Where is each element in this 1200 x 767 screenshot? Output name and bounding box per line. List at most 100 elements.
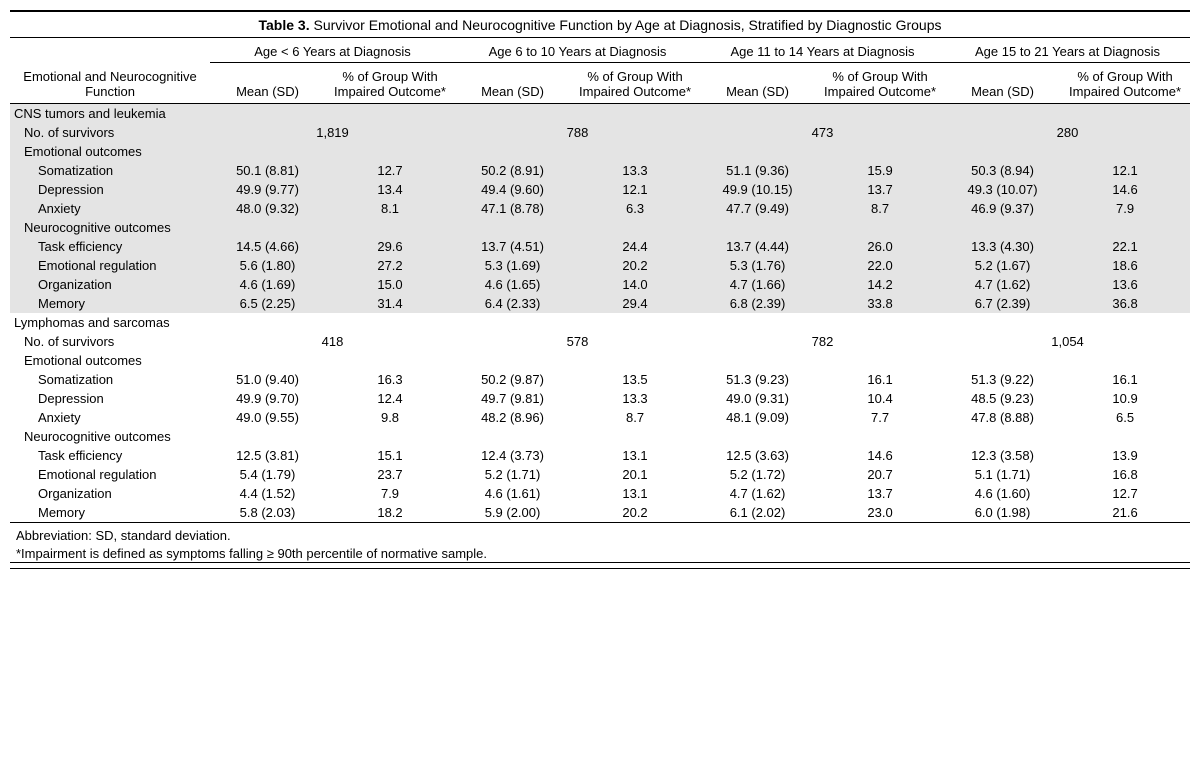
pct-cell: 16.8 [1060,465,1190,484]
pct-cell: 26.0 [815,237,945,256]
pct-cell: 14.6 [1060,180,1190,199]
data-table: Age < 6 Years at Diagnosis Age 6 to 10 Y… [10,37,1190,522]
row-label: Task efficiency [10,237,210,256]
pct-cell: 10.9 [1060,389,1190,408]
mean-cell: 4.6 (1.61) [455,484,570,503]
pct-cell: 14.0 [570,275,700,294]
mean-cell: 48.5 (9.23) [945,389,1060,408]
mean-cell: 50.3 (8.94) [945,161,1060,180]
pct-cell: 13.7 [815,484,945,503]
mean-cell: 4.6 (1.60) [945,484,1060,503]
table-row: Anxiety49.0 (9.55)9.848.2 (8.96)8.748.1 … [10,408,1190,427]
mean-cell: 51.3 (9.22) [945,370,1060,389]
pct-header-1: % of Group With Impaired Outcome* [570,63,700,104]
pct-cell: 6.5 [1060,408,1190,427]
table-row: Somatization50.1 (8.81)12.750.2 (8.91)13… [10,161,1190,180]
mean-cell: 51.3 (9.23) [700,370,815,389]
mean-cell: 5.4 (1.79) [210,465,325,484]
footnotes: Abbreviation: SD, standard deviation. *I… [10,522,1190,562]
pct-header-2: % of Group With Impaired Outcome* [815,63,945,104]
mean-cell: 49.7 (9.81) [455,389,570,408]
row-label: Memory [10,503,210,522]
survivors-value: 1,819 [210,123,455,142]
mean-cell: 13.7 (4.44) [700,237,815,256]
pct-cell: 12.7 [1060,484,1190,503]
table-row: Anxiety48.0 (9.32)8.147.1 (8.78)6.347.7 … [10,199,1190,218]
mean-cell: 49.9 (10.15) [700,180,815,199]
survivors-value: 578 [455,332,700,351]
mean-cell: 48.1 (9.09) [700,408,815,427]
section-name: Neurocognitive outcomes [10,427,1190,446]
mean-cell: 5.3 (1.76) [700,256,815,275]
mean-cell: 50.2 (8.91) [455,161,570,180]
mean-cell: 46.9 (9.37) [945,199,1060,218]
row-label: Emotional regulation [10,465,210,484]
mean-cell: 49.0 (9.31) [700,389,815,408]
mean-cell: 12.5 (3.81) [210,446,325,465]
row-label: Memory [10,294,210,313]
pct-cell: 13.1 [570,484,700,503]
age-header-1: Age 6 to 10 Years at Diagnosis [455,38,700,63]
mean-cell: 4.6 (1.69) [210,275,325,294]
mean-cell: 5.2 (1.67) [945,256,1060,275]
row-label: Organization [10,484,210,503]
pct-cell: 7.9 [325,484,455,503]
survivors-label: No. of survivors [10,123,210,142]
table-head: Age < 6 Years at Diagnosis Age 6 to 10 Y… [10,38,1190,104]
table-row: Task efficiency12.5 (3.81)15.112.4 (3.73… [10,446,1190,465]
mean-cell: 13.7 (4.51) [455,237,570,256]
pct-cell: 13.5 [570,370,700,389]
table-row: Emotional regulation5.6 (1.80)27.25.3 (1… [10,256,1190,275]
row-label: Task efficiency [10,446,210,465]
mean-header-1: Mean (SD) [455,63,570,104]
pct-cell: 15.1 [325,446,455,465]
mean-cell: 5.2 (1.71) [455,465,570,484]
mean-cell: 5.1 (1.71) [945,465,1060,484]
mean-cell: 4.7 (1.66) [700,275,815,294]
mean-cell: 12.5 (3.63) [700,446,815,465]
pct-cell: 16.3 [325,370,455,389]
mean-cell: 6.5 (2.25) [210,294,325,313]
group-row: CNS tumors and leukemia [10,104,1190,124]
pct-cell: 20.1 [570,465,700,484]
pct-cell: 36.8 [1060,294,1190,313]
group-name: CNS tumors and leukemia [10,104,1190,124]
table-body: CNS tumors and leukemiaNo. of survivors1… [10,104,1190,523]
mean-cell: 4.7 (1.62) [700,484,815,503]
mean-cell: 47.1 (8.78) [455,199,570,218]
pct-cell: 20.2 [570,503,700,522]
table-row: Depression49.9 (9.77)13.449.4 (9.60)12.1… [10,180,1190,199]
pct-cell: 18.2 [325,503,455,522]
mean-cell: 49.9 (9.77) [210,180,325,199]
mean-cell: 49.3 (10.07) [945,180,1060,199]
row-label: Depression [10,389,210,408]
pct-cell: 21.6 [1060,503,1190,522]
pct-cell: 16.1 [1060,370,1190,389]
row-label: Depression [10,180,210,199]
pct-cell: 13.3 [570,161,700,180]
row-label: Anxiety [10,408,210,427]
survivors-row: No. of survivors1,819788473280 [10,123,1190,142]
mean-cell: 48.2 (8.96) [455,408,570,427]
section-row: Emotional outcomes [10,351,1190,370]
pct-cell: 22.0 [815,256,945,275]
pct-cell: 13.9 [1060,446,1190,465]
pct-cell: 13.6 [1060,275,1190,294]
mean-cell: 48.0 (9.32) [210,199,325,218]
mean-cell: 6.4 (2.33) [455,294,570,313]
header-row-age: Age < 6 Years at Diagnosis Age 6 to 10 Y… [10,38,1190,63]
mean-cell: 5.8 (2.03) [210,503,325,522]
mean-header-3: Mean (SD) [945,63,1060,104]
table-row: Organization4.6 (1.69)15.04.6 (1.65)14.0… [10,275,1190,294]
survivors-value: 788 [455,123,700,142]
mean-cell: 50.2 (9.87) [455,370,570,389]
mean-cell: 49.4 (9.60) [455,180,570,199]
pct-cell: 15.9 [815,161,945,180]
pct-cell: 22.1 [1060,237,1190,256]
pct-cell: 23.0 [815,503,945,522]
pct-cell: 7.7 [815,408,945,427]
table-title: Table 3. Survivor Emotional and Neurocog… [10,11,1190,37]
pct-cell: 8.1 [325,199,455,218]
pct-cell: 14.2 [815,275,945,294]
row-label: Emotional regulation [10,256,210,275]
